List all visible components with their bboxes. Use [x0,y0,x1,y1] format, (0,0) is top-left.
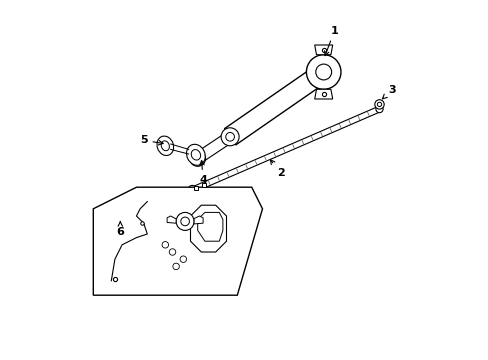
Polygon shape [93,187,262,295]
Text: 3: 3 [382,85,395,99]
Polygon shape [167,216,176,223]
Circle shape [377,102,381,107]
Ellipse shape [191,149,200,160]
Circle shape [374,100,384,109]
Ellipse shape [186,144,205,165]
Circle shape [306,55,340,89]
Ellipse shape [161,141,169,151]
Circle shape [315,64,331,80]
Circle shape [162,242,168,248]
Circle shape [180,256,186,262]
Polygon shape [197,212,223,241]
Circle shape [221,128,239,146]
Circle shape [172,263,179,270]
Circle shape [189,150,205,166]
Polygon shape [314,89,332,99]
Circle shape [181,217,189,226]
Circle shape [225,132,234,141]
Polygon shape [224,64,328,145]
Circle shape [169,249,175,255]
Polygon shape [189,107,378,193]
Polygon shape [314,45,332,55]
Polygon shape [194,132,233,163]
Text: 1: 1 [324,26,338,56]
Text: 4: 4 [199,161,206,185]
Text: 2: 2 [270,160,284,178]
Circle shape [176,212,194,230]
Circle shape [187,185,196,194]
Text: 5: 5 [140,135,163,145]
Text: 6: 6 [116,221,124,237]
Polygon shape [190,205,226,252]
Ellipse shape [157,136,173,156]
Circle shape [375,105,382,113]
Polygon shape [194,216,203,224]
